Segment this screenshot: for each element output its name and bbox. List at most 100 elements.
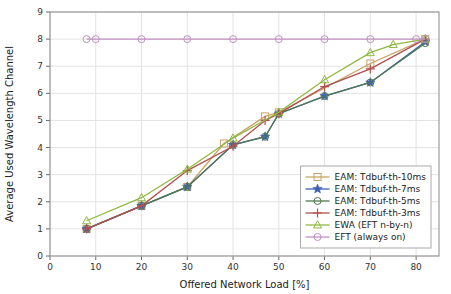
point-marker <box>321 93 328 100</box>
point-marker <box>321 36 328 43</box>
plot-area <box>82 35 430 234</box>
point-marker <box>137 201 147 210</box>
grid-line <box>278 12 279 256</box>
tick-label: 2 <box>37 197 43 207</box>
tick <box>46 256 50 257</box>
tick <box>233 256 234 260</box>
tick <box>278 256 279 260</box>
tick <box>187 256 188 260</box>
tick-label: 20 <box>136 262 148 272</box>
series-line <box>87 43 426 229</box>
point-marker <box>422 36 429 43</box>
tick <box>95 256 96 260</box>
point-marker <box>83 36 90 43</box>
point-marker <box>421 35 430 44</box>
point-marker <box>183 165 191 172</box>
legend-marker <box>314 198 321 205</box>
tick-label: 0 <box>47 262 53 272</box>
tick-label: 40 <box>227 262 239 272</box>
legend-swatch <box>306 236 330 237</box>
point-marker <box>82 224 91 233</box>
tick <box>324 256 325 260</box>
point-marker <box>320 82 329 91</box>
point-marker <box>366 64 375 73</box>
point-marker <box>184 183 191 190</box>
tick-label: 10 <box>90 262 102 272</box>
legend-swatch <box>306 200 330 201</box>
tick <box>50 256 51 260</box>
point-marker <box>366 48 374 55</box>
legend-box <box>301 166 431 248</box>
tick <box>416 256 417 260</box>
y-axis-label: Average Used Wavelength Channel <box>4 46 15 222</box>
tick <box>370 256 371 260</box>
grid-line <box>95 12 96 256</box>
legend-marker <box>313 209 322 218</box>
legend-marker <box>314 174 321 181</box>
tick <box>46 147 50 148</box>
legend: EAM: Tdbuf-th-10ms EAM: Tdbuf-th-7ms EAM: … <box>301 166 431 248</box>
grid-line <box>187 12 188 256</box>
series-line <box>87 39 426 221</box>
legend-marker <box>314 221 322 228</box>
tick <box>46 228 50 229</box>
tick-label: 80 <box>410 262 422 272</box>
tick-label: 9 <box>37 7 43 17</box>
series-line <box>87 39 426 229</box>
grid-line <box>50 66 439 67</box>
tick-label: 7 <box>37 61 43 71</box>
point-marker <box>138 36 145 43</box>
point-marker <box>275 108 283 115</box>
point-marker <box>92 36 99 43</box>
chart: 010203040506070800123456789Offered Netwo… <box>0 0 451 294</box>
legend-label: EAM: Tdbuf-th-7ms <box>335 184 421 194</box>
tick-label: 4 <box>37 143 43 153</box>
plot-frame <box>50 12 439 256</box>
legend-label: EFT (always on) <box>335 232 406 242</box>
point-marker <box>82 224 92 233</box>
point-marker <box>83 225 90 232</box>
grid-line <box>50 120 439 121</box>
point-marker <box>137 201 146 210</box>
legend-swatch <box>306 176 330 177</box>
legend-label: EAM: Tdbuf-th-10ms <box>335 172 427 182</box>
tick <box>46 201 50 202</box>
tick-label: 30 <box>182 262 194 272</box>
legend-label: EWA (EFT n-by-n) <box>335 220 413 230</box>
tick-label: 1 <box>37 224 43 234</box>
point-marker <box>275 36 282 43</box>
point-marker <box>321 76 329 83</box>
tick <box>46 120 50 121</box>
x-axis-label: Offered Network Load [%] <box>180 279 310 290</box>
series-line <box>87 38 426 39</box>
tick-label: 5 <box>37 115 43 125</box>
grid-line <box>141 12 142 256</box>
point-marker <box>184 36 191 43</box>
point-marker <box>367 79 374 86</box>
tick <box>46 12 50 13</box>
series-line <box>87 39 426 229</box>
tick-label: 50 <box>273 262 285 272</box>
point-marker <box>262 133 269 140</box>
point-marker <box>413 36 420 43</box>
grid-line <box>50 147 439 148</box>
point-marker <box>367 36 374 43</box>
plot-background <box>50 12 439 256</box>
tick <box>46 39 50 40</box>
legend-label: EAM: Tdbuf-th-3ms <box>335 208 421 218</box>
point-marker <box>83 225 90 232</box>
legend-label: EAM: Tdbuf-th-5ms <box>335 196 421 206</box>
series-line <box>87 42 426 229</box>
tick-label: 6 <box>37 88 43 98</box>
point-marker <box>389 40 397 47</box>
grid-line <box>50 93 439 94</box>
tick <box>141 256 142 260</box>
point-marker <box>229 142 238 151</box>
legend-marker <box>314 234 321 241</box>
tick-label: 8 <box>37 34 43 44</box>
point-marker <box>138 194 146 201</box>
legend-swatch <box>306 224 330 225</box>
tick-label: 60 <box>319 262 331 272</box>
legend-marker <box>313 184 323 193</box>
point-marker <box>230 36 237 43</box>
